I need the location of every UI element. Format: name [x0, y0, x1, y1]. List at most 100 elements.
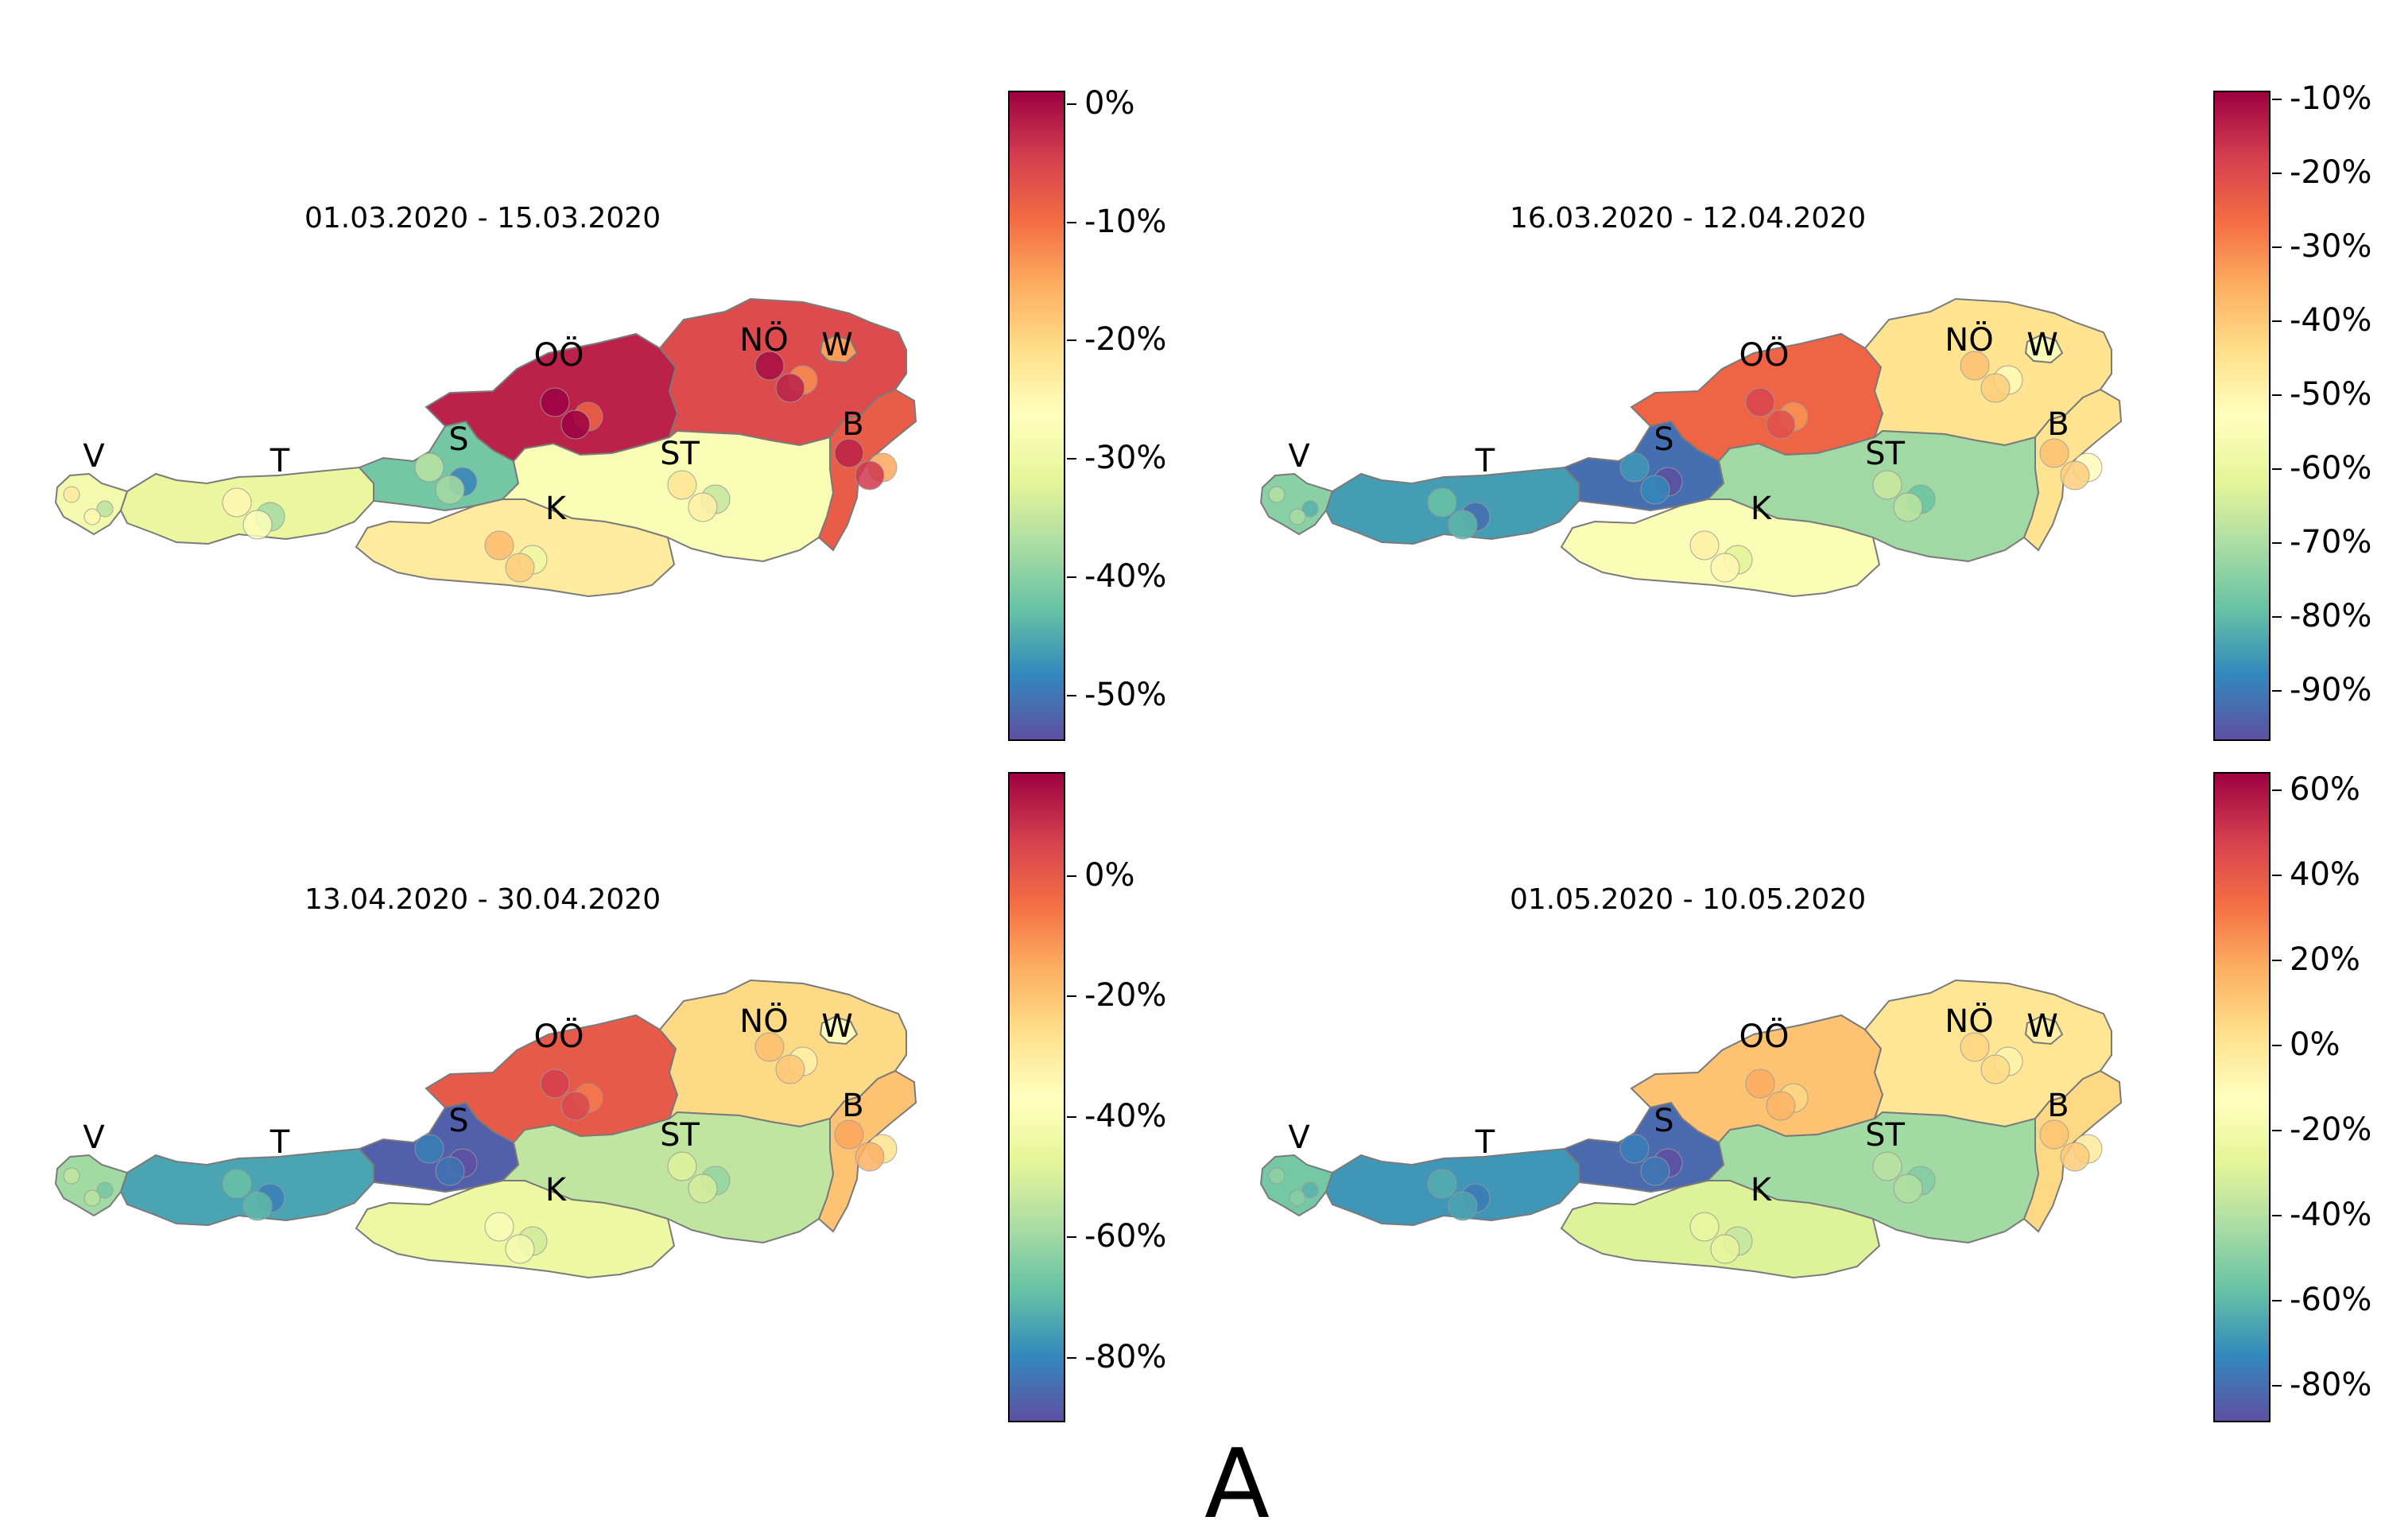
colorbar-tick-mark: [1067, 221, 1076, 223]
colorbar-tick-mark: [1067, 576, 1076, 578]
colorbar-tick-label: -80%: [2290, 597, 2372, 634]
district-patch: [2039, 438, 2069, 468]
colorbar-tick-mark: [1067, 875, 1076, 877]
colorbar-tick-mark: [2272, 1045, 2282, 1047]
district-patch: [1960, 1032, 1990, 1062]
colorbar-tick-mark: [2272, 320, 2282, 323]
colorbar-tick-label: -30%: [1084, 440, 1167, 477]
colorbar-tick-label: 40%: [2290, 856, 2360, 894]
district-patch: [1980, 373, 2011, 403]
map-panel-4: 01.05.2020 - 10.05.2020 V T S OÖ NÖ W B …: [1205, 729, 2385, 1422]
district-patch: [1301, 500, 1319, 518]
state-label-v: V: [83, 1119, 105, 1156]
colorbar-tick-label: -20%: [2290, 1111, 2372, 1149]
colorbar-tick-label: -20%: [2290, 154, 2372, 192]
colorbar-tick-label: -40%: [1084, 557, 1167, 595]
colorbar-tick-mark: [1067, 458, 1076, 460]
state-label-s: S: [448, 421, 469, 458]
district-patch: [1301, 1181, 1319, 1199]
state-label-no: NÖ: [739, 322, 789, 359]
district-patch: [222, 487, 252, 518]
state-label-k: K: [1750, 1172, 1772, 1208]
district-patch: [435, 1156, 465, 1186]
district-patch: [834, 438, 864, 468]
district-patch: [754, 1032, 785, 1062]
district-patch: [63, 1167, 80, 1185]
region-b: [817, 1069, 917, 1233]
region-b: [817, 388, 917, 552]
district-patch: [1640, 1156, 1670, 1186]
region-v: [1259, 472, 1334, 536]
region-w: [2024, 334, 2064, 364]
district-patch: [242, 510, 273, 540]
state-label-st: ST: [660, 1117, 700, 1154]
state-label-s: S: [1654, 421, 1674, 458]
district-patch: [775, 1054, 805, 1084]
region-k: [355, 1180, 676, 1279]
colorbar-tick-label: 20%: [2290, 941, 2360, 979]
colorbar-tick-label: -70%: [2290, 524, 2372, 561]
colorbar-tick-mark: [2272, 394, 2282, 397]
austria-map: [54, 297, 917, 598]
district-patch: [855, 460, 885, 491]
district-patch: [1427, 1169, 1457, 1199]
colorbar-tick-mark: [1067, 1236, 1076, 1239]
district-patch: [1689, 530, 1720, 561]
district-patch: [1893, 492, 1923, 522]
state-label-v: V: [1288, 1119, 1310, 1156]
colorbar-tick-mark: [1067, 339, 1076, 342]
panel-title: 13.04.2020 - 30.04.2020: [304, 883, 661, 916]
district-patch: [560, 409, 591, 440]
colorbar-tick-label: -60%: [2290, 450, 2372, 487]
colorbar: 60% 40% 20% 0% -20% -40% -60% -80%: [2213, 771, 2371, 1422]
district-patch: [540, 1069, 570, 1099]
district-patch: [96, 500, 114, 518]
map-panel-3: 13.04.2020 - 30.04.2020 V T S OÖ NÖ W B …: [0, 729, 1192, 1422]
state-label-no: NÖ: [1945, 1003, 1994, 1040]
district-patch: [2060, 1142, 2090, 1172]
state-label-v: V: [83, 438, 105, 475]
colorbar-tick-label: 0%: [1084, 856, 1135, 894]
state-label-s: S: [1654, 1103, 1674, 1139]
colorbar-tick-mark: [2272, 246, 2282, 249]
state-label-k: K: [1750, 491, 1772, 527]
panel-title: 16.03.2020 - 12.04.2020: [1510, 202, 1867, 235]
district-patch: [96, 1181, 114, 1199]
district-patch: [2060, 460, 2090, 491]
colorbar-tick-mark: [2272, 468, 2282, 471]
district-patch: [484, 1212, 514, 1242]
district-patch: [1872, 470, 1902, 500]
figure-label: A: [1204, 1429, 1270, 1540]
colorbar-tick-label: -20%: [1084, 977, 1167, 1014]
colorbar-tick-label: -60%: [2290, 1281, 2372, 1318]
district-patch: [1766, 409, 1796, 440]
district-patch: [1640, 475, 1670, 505]
colorbar-tick-label: -10%: [2290, 80, 2372, 118]
district-patch: [1872, 1151, 1902, 1181]
state-label-w: W: [821, 327, 853, 363]
region-v: [54, 472, 129, 536]
state-label-st: ST: [1865, 436, 1905, 472]
colorbar-tick-label: -60%: [1084, 1218, 1167, 1255]
region-v: [1259, 1154, 1334, 1217]
colorbar-tick-label: -80%: [2290, 1366, 2372, 1403]
state-label-v: V: [1288, 438, 1310, 475]
state-label-k: K: [545, 491, 567, 527]
colorbar-tick-mark: [2272, 960, 2282, 962]
state-label-oo: OÖ: [1739, 1018, 1790, 1055]
colorbar-tick-mark: [2272, 1215, 2282, 1217]
colorbar-tick-mark: [1067, 1356, 1076, 1359]
state-label-t: T: [1475, 443, 1495, 479]
state-label-w: W: [821, 1008, 853, 1045]
colorbar-tick-mark: [1067, 1115, 1076, 1118]
colorbar-tick-mark: [2272, 1130, 2282, 1132]
state-label-no: NÖ: [1945, 322, 1994, 359]
state-label-t: T: [270, 443, 290, 479]
colorbar-tick-mark: [2272, 689, 2282, 692]
district-patch: [1766, 1091, 1796, 1121]
region-v: [54, 1154, 129, 1217]
colorbar-tick-label: -40%: [2290, 302, 2372, 339]
district-patch: [775, 373, 805, 403]
austria-map: [1259, 297, 2123, 598]
district-patch: [2039, 1119, 2069, 1150]
